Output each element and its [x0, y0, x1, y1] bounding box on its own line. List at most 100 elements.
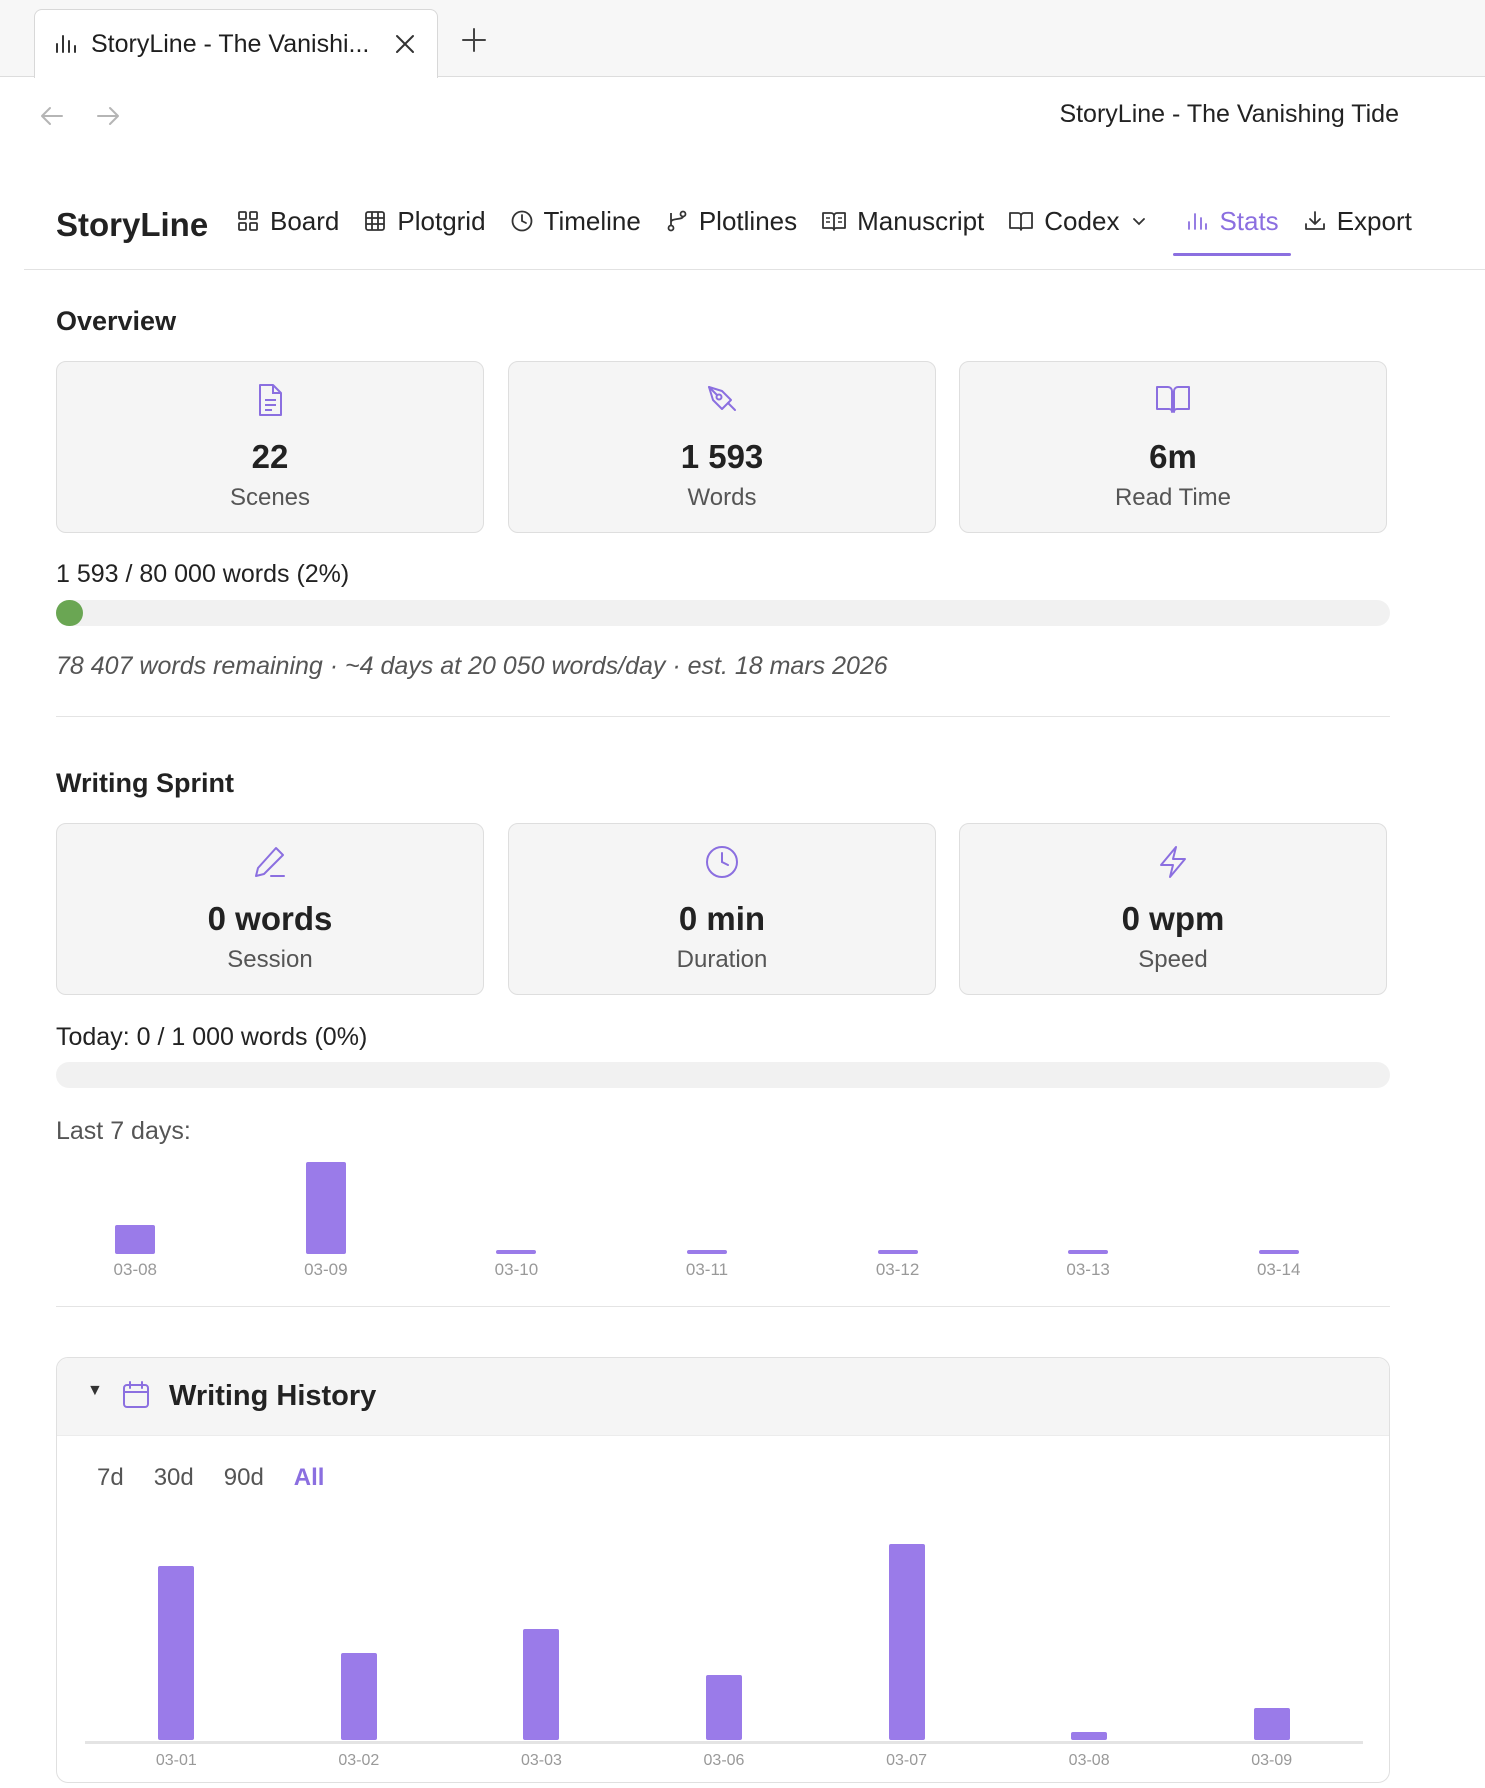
chart-bar — [877, 1250, 918, 1254]
main-menu: Board Plotgrid Timeline Plotlines Manusc… — [224, 190, 1424, 270]
browser-tab-strip: StoryLine - The Vanishi... — [0, 0, 1485, 78]
menu-item-plotlines[interactable]: Plotlines — [653, 190, 809, 252]
word-goal-progress-fill — [56, 600, 83, 626]
word-goal-label: 1 593 / 80 000 words (2%) — [56, 560, 350, 588]
chart-bar — [523, 1629, 560, 1740]
menu-item-board[interactable]: Board — [224, 190, 351, 252]
speed-card: 0 wpm Speed — [959, 823, 1387, 995]
plus-icon — [462, 28, 486, 52]
grid-icon — [365, 211, 386, 231]
remaining-note: 78 407 words remaining · ~4 days at 20 0… — [56, 652, 888, 680]
clock-icon — [509, 844, 935, 880]
chart-bar — [305, 1162, 346, 1254]
chart-tick-label: 03-01 — [155, 1752, 197, 1769]
read-time-value: 6m — [1149, 438, 1197, 475]
session-label: Session — [227, 946, 313, 973]
menu-label: Stats — [1219, 205, 1279, 236]
range-7d[interactable]: 7d — [97, 1464, 124, 1491]
chart-baseline — [85, 1741, 1363, 1744]
overview-title: Overview — [56, 306, 177, 336]
menu-label: Timeline — [543, 205, 641, 236]
open-book-icon — [822, 212, 847, 231]
app-brand: StoryLine — [56, 206, 209, 243]
browser-tab[interactable]: StoryLine - The Vanishi... — [34, 9, 438, 78]
document-icon — [57, 382, 483, 418]
menu-item-timeline[interactable]: Timeline — [498, 190, 653, 252]
chart-tick-label: 03-13 — [1066, 1260, 1110, 1279]
pencil-icon — [57, 844, 483, 880]
tab-title: StoryLine - The Vanishi... — [91, 29, 370, 58]
bar-chart-icon — [53, 31, 79, 57]
divider — [56, 1306, 1390, 1307]
history-range-selector: 7d 30d 90d All — [97, 1464, 324, 1492]
last-7-days-label: Last 7 days: — [56, 1117, 191, 1145]
lightning-icon — [960, 844, 1386, 880]
chart-bar — [888, 1544, 925, 1740]
chart-tick-label: 03-09 — [304, 1260, 348, 1279]
collapse-caret-icon[interactable]: ▼ — [87, 1382, 103, 1399]
chart-bar — [706, 1675, 742, 1740]
writing-sprint-title: Writing Sprint — [56, 768, 234, 798]
board-icon — [238, 211, 258, 231]
session-value: 0 words — [207, 900, 333, 937]
duration-value: 0 min — [678, 900, 766, 937]
app-header: StoryLine Board Plotgrid Timeline Plotli… — [24, 190, 1485, 270]
chart-tick-label: 03-09 — [1251, 1752, 1293, 1769]
chart-tick-label: 03-06 — [703, 1752, 745, 1769]
menu-item-stats[interactable]: Stats — [1173, 190, 1291, 256]
chart-bar — [496, 1250, 537, 1254]
words-label: Words — [687, 484, 757, 511]
calendar-icon — [121, 1380, 151, 1415]
chart-bar — [340, 1652, 377, 1740]
word-goal-progress-bar — [56, 600, 1390, 626]
menu-item-codex[interactable]: Codex — [996, 190, 1159, 252]
menu-item-manuscript[interactable]: Manuscript — [809, 190, 996, 252]
scenes-card: 22 Scenes — [56, 361, 484, 533]
branch-icon — [667, 210, 687, 232]
clock-icon — [511, 210, 532, 232]
chevron-down-icon — [1133, 218, 1146, 226]
words-value: 1 593 — [680, 438, 764, 475]
chart-bar — [687, 1250, 727, 1254]
words-card: 1 593 Words — [508, 361, 936, 533]
navigation-bar: StoryLine - The Vanishing Tide — [0, 78, 1485, 154]
chart-bar — [115, 1224, 156, 1254]
today-progress-bar — [56, 1062, 1390, 1088]
menu-label: Manuscript — [857, 205, 985, 236]
new-tab-button[interactable] — [456, 22, 492, 58]
chart-tick-label: 03-03 — [520, 1752, 562, 1769]
menu-label: Export — [1336, 205, 1412, 236]
menu-label: Plotgrid — [397, 205, 486, 236]
writing-history-panel: ▼ Writing History 7d 30d 90d All 03-01 03-02… — [56, 1357, 1390, 1783]
read-time-card: 6m Read Time — [959, 361, 1387, 533]
download-icon — [1304, 211, 1325, 230]
chart-bar — [1258, 1250, 1299, 1254]
chart-tick-label: 03-02 — [338, 1752, 380, 1769]
menu-item-plotgrid[interactable]: Plotgrid — [351, 190, 497, 252]
chart-tick-label: 03-11 — [685, 1260, 729, 1279]
writing-history-chart: 03-01 03-02 03-03 03-06 03-07 03-08 03-09 — [85, 1508, 1363, 1770]
chart-tick-label: 03-12 — [875, 1260, 920, 1279]
writing-history-header[interactable]: ▼ Writing History — [57, 1358, 1389, 1436]
pen-nib-icon — [509, 382, 935, 418]
forward-arrow-icon[interactable] — [92, 100, 124, 132]
range-90d[interactable]: 90d — [223, 1464, 264, 1491]
chart-tick-label: 03-14 — [1256, 1260, 1301, 1279]
back-arrow-icon[interactable] — [36, 100, 68, 132]
menu-label: Board — [270, 205, 340, 236]
chart-bar — [1253, 1707, 1290, 1740]
today-goal-label: Today: 0 / 1 000 words (0%) — [56, 1023, 368, 1051]
speed-label: Speed — [1138, 946, 1208, 973]
divider — [56, 716, 1390, 717]
scenes-label: Scenes — [229, 484, 311, 511]
chart-bar — [158, 1565, 195, 1740]
menu-label: Plotlines — [698, 205, 798, 236]
close-icon[interactable] — [391, 30, 419, 58]
range-all[interactable]: All — [293, 1464, 325, 1491]
menu-item-export[interactable]: Export — [1291, 190, 1424, 252]
chart-tick-label: 03-08 — [113, 1260, 158, 1279]
range-30d[interactable]: 30d — [153, 1464, 194, 1491]
menu-label: Codex — [1044, 205, 1120, 236]
chart-tick-label: 03-10 — [494, 1260, 539, 1279]
chart-tick-label: 03-07 — [886, 1752, 928, 1769]
